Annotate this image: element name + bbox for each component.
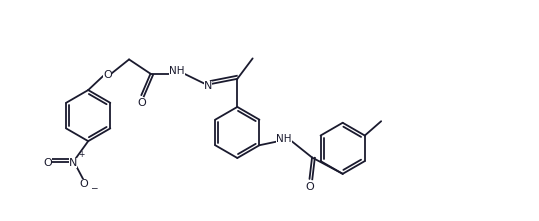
Text: N: N (204, 81, 212, 91)
Text: NH: NH (169, 66, 185, 76)
Text: O: O (305, 182, 314, 192)
Text: +: + (78, 150, 85, 159)
Text: O: O (80, 179, 88, 189)
Text: O: O (137, 98, 146, 108)
Text: N: N (68, 158, 77, 168)
Text: NH: NH (276, 134, 292, 144)
Text: −: − (90, 184, 98, 193)
Text: O: O (43, 158, 52, 168)
Text: O: O (103, 70, 112, 80)
